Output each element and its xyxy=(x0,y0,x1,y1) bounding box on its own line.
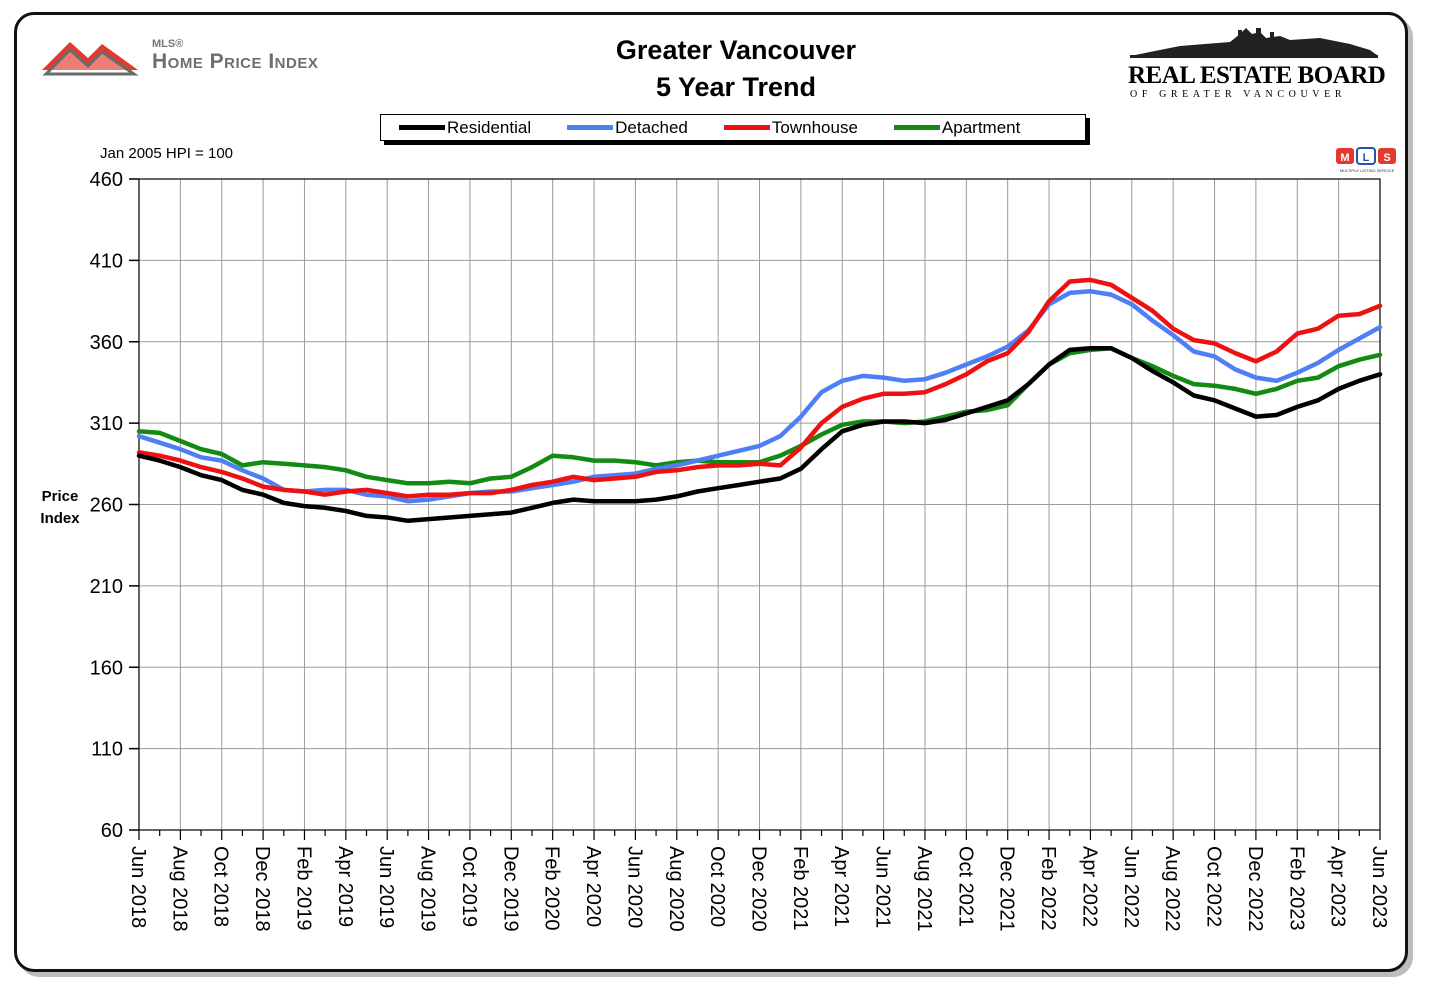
legend-label-detached: Detached xyxy=(615,117,688,137)
x-tick-label: Apr 2021 xyxy=(830,846,852,927)
x-tick-label: Jun 2021 xyxy=(872,846,894,928)
x-tick-label: Jun 2019 xyxy=(375,846,397,928)
board-name: REAL ESTATE BOARD xyxy=(1128,62,1386,89)
x-tick-label: Feb 2019 xyxy=(292,846,314,931)
svg-text:L: L xyxy=(1363,152,1370,164)
x-tick-label: Oct 2022 xyxy=(1203,846,1225,927)
svg-text:M: M xyxy=(1340,152,1349,164)
legend-item-apartment: Apartment xyxy=(893,117,1021,138)
x-tick-label: Aug 2019 xyxy=(417,846,439,932)
legend-label-townhouse: Townhouse xyxy=(771,117,858,137)
y-tick-label: 310 xyxy=(90,413,123,435)
x-tick-label: Oct 2019 xyxy=(458,846,480,927)
series-line-residential xyxy=(136,346,1383,524)
x-tick-label: Aug 2020 xyxy=(665,846,687,932)
svg-text:S: S xyxy=(1383,152,1390,164)
title-line-2: 5 Year Trend xyxy=(655,72,817,102)
x-tick-label: Feb 2021 xyxy=(789,846,811,931)
chart-title: Greater Vancouver 5 Year Trend xyxy=(486,32,986,106)
x-tick-label: Jun 2018 xyxy=(127,846,149,928)
chart-legend: Residential Detached Townhouse Apartment xyxy=(380,114,1086,141)
skyline-icon xyxy=(1130,28,1378,58)
x-tick-label: Feb 2022 xyxy=(1037,846,1059,931)
x-tick-label: Apr 2020 xyxy=(582,846,604,927)
board-subtitle: OF GREATER VANCOUVER xyxy=(1130,89,1347,100)
x-tick-label: Dec 2018 xyxy=(251,846,273,932)
legend-swatch-residential xyxy=(399,125,445,130)
x-axis: Jun 2018 Aug 2018 Oct 2018 Dec 2018 Feb 2019… xyxy=(127,830,1390,932)
y-tick-label: 110 xyxy=(91,739,123,761)
legend-item-residential: Residential xyxy=(399,118,531,138)
hpi-logo: MLS® Home Price Index xyxy=(40,30,400,80)
y-tick-label: 460 xyxy=(90,169,123,191)
x-tick-label: Dec 2020 xyxy=(748,846,770,932)
mls-badge-icon: M L S MULTIPLE LISTING SERVICE xyxy=(1336,147,1396,173)
board-logo: REAL ESTATE BOARD OF GREATER VANCOUVER xyxy=(1120,26,1386,106)
x-tick-label: Apr 2023 xyxy=(1327,846,1349,927)
legend-label-apartment: Apartment xyxy=(941,117,1021,137)
legend-label-residential: Residential xyxy=(447,117,532,137)
y-tick-label: 360 xyxy=(90,332,123,354)
x-tick-label: Dec 2022 xyxy=(1244,846,1266,932)
legend-item-detached: Detached xyxy=(567,118,688,138)
legend-item-townhouse: Townhouse xyxy=(723,117,858,138)
x-tick-label: Feb 2020 xyxy=(541,846,563,931)
y-axis-title: Price Index xyxy=(40,488,80,527)
x-tick-label: Jun 2020 xyxy=(623,846,645,928)
chart-grid xyxy=(138,178,1381,831)
x-tick-label: Dec 2021 xyxy=(996,846,1018,932)
x-tick-label: Aug 2021 xyxy=(913,846,935,932)
x-tick-label: Apr 2019 xyxy=(334,846,356,927)
y-axis: 60 110 160 210 260 310 360 410 460 xyxy=(90,169,139,842)
hpi-base-note: Jan 2005 HPI = 100 xyxy=(100,145,234,162)
y-tick-label: 410 xyxy=(90,250,123,272)
x-tick-label: Dec 2019 xyxy=(499,846,521,932)
x-tick-label: Oct 2021 xyxy=(954,846,976,927)
hpi-logo-mls: MLS® xyxy=(152,38,184,50)
legend-swatch-detached xyxy=(567,125,614,130)
house-logo-icon xyxy=(42,42,139,76)
mls-badge-text: MULTIPLE LISTING SERVICE xyxy=(1340,168,1395,173)
x-tick-label: Jun 2023 xyxy=(1368,846,1390,928)
title-line-1: Greater Vancouver xyxy=(615,35,857,65)
x-tick-label: Jun 2022 xyxy=(1120,846,1142,928)
x-tick-label: Apr 2022 xyxy=(1078,846,1100,927)
x-tick-label: Aug 2018 xyxy=(168,846,190,932)
y-tick-label: 60 xyxy=(101,820,123,842)
y-tick-label: 210 xyxy=(90,576,123,598)
hpi-logo-text: Home Price Index xyxy=(152,50,319,73)
x-tick-label: Aug 2022 xyxy=(1161,846,1183,932)
series-line-townhouse xyxy=(136,277,1383,499)
legend-swatch-apartment xyxy=(893,125,940,130)
y-tick-label: 160 xyxy=(90,657,123,679)
legend-swatch-townhouse xyxy=(723,125,770,130)
x-tick-label: Feb 2023 xyxy=(1285,846,1307,931)
y-tick-label: 260 xyxy=(90,495,123,517)
series-lines xyxy=(136,277,1383,524)
x-tick-label: Oct 2018 xyxy=(210,846,232,927)
x-tick-label: Oct 2020 xyxy=(706,846,728,927)
